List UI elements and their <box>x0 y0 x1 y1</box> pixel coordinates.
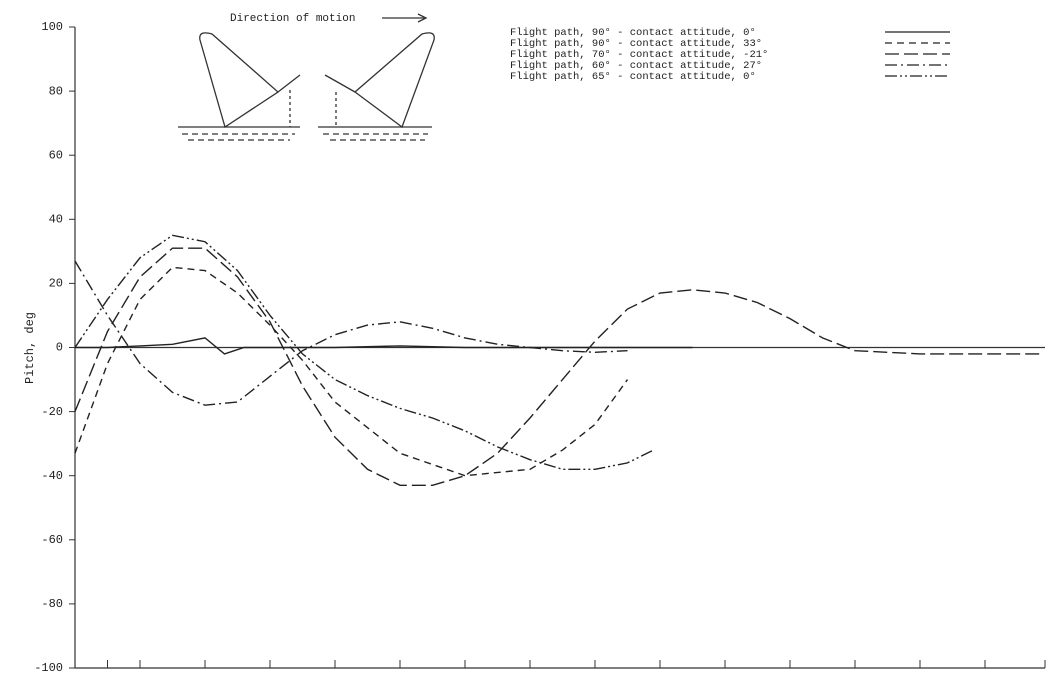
y-tick-label: -40 <box>41 469 63 483</box>
y-tick-label: 60 <box>49 148 63 162</box>
y-tick-label: 20 <box>49 277 63 291</box>
chart: Pitch, deg Direction of motion -100 -80 -6… <box>0 0 1050 675</box>
y-tick-label: -80 <box>41 597 63 611</box>
y-axis-label: Pitch, deg <box>23 312 37 384</box>
y-tick-label: 80 <box>49 84 63 98</box>
y-tick-label: -100 <box>34 661 63 675</box>
inset-sketch: Direction of motion <box>178 13 434 140</box>
y-tick-label: 100 <box>41 20 63 34</box>
y-tick-label: -60 <box>41 533 63 547</box>
series-line <box>75 261 628 405</box>
y-tick-label: -20 <box>41 405 63 419</box>
series-line <box>75 267 628 475</box>
legend-label: Flight path, 65° - contact attitude, 0° <box>510 71 756 83</box>
y-tick-label: 40 <box>49 212 63 226</box>
annotation: Direction of motion <box>230 13 355 25</box>
series-line <box>75 248 1044 485</box>
y-tick-label: 0 <box>56 341 63 355</box>
series-line <box>75 235 654 469</box>
